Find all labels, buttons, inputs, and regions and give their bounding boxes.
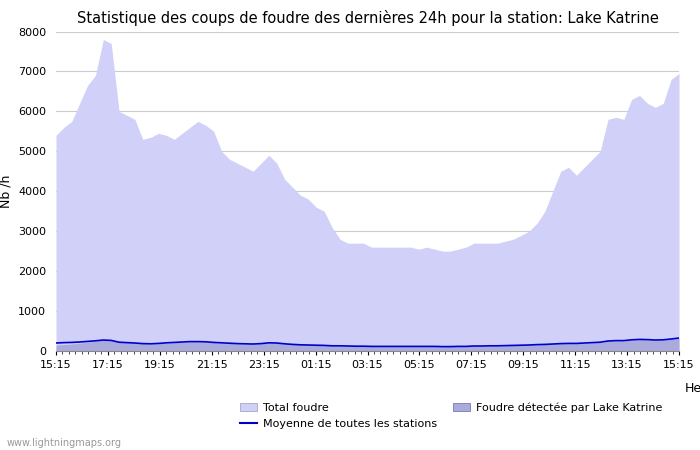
Text: Heure: Heure [685, 382, 700, 395]
Y-axis label: Nb /h: Nb /h [0, 175, 13, 208]
Title: Statistique des coups de foudre des dernières 24h pour la station: Lake Katrine: Statistique des coups de foudre des dern… [76, 10, 659, 26]
Text: www.lightningmaps.org: www.lightningmaps.org [7, 438, 122, 448]
Legend: Total foudre, Moyenne de toutes les stations, Foudre détectée par Lake Katrine: Total foudre, Moyenne de toutes les stat… [236, 398, 666, 433]
